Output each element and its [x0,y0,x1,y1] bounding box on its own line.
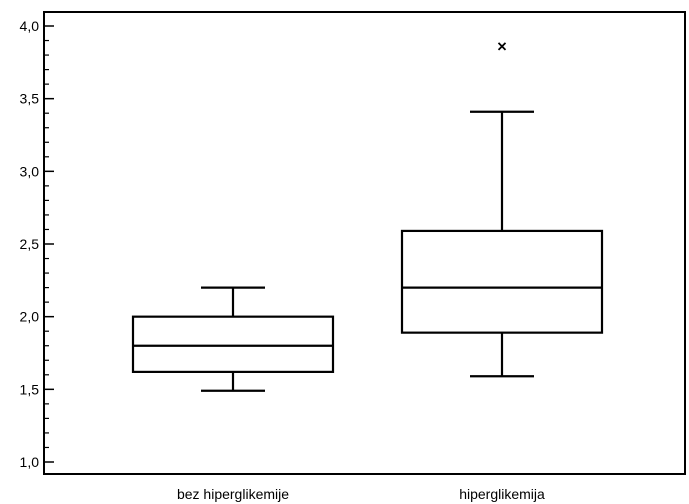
y-tick-label: 3,5 [20,91,40,107]
x-category-label: bez hiperglikemije [177,486,289,502]
y-tick-label: 1,5 [20,381,40,397]
boxes-layer [131,42,604,392]
y-tick-label: 1,0 [20,454,40,470]
y-tick-label: 4,0 [20,18,40,34]
plot-area-frame [43,11,686,475]
x-axis-labels: bez hiperglikemije hiperglikemija [177,486,545,502]
iqr-box [400,229,604,334]
box-2 [400,42,604,378]
y-tick-label: 2,0 [20,309,40,325]
iqr-box [131,315,335,373]
y-tick-label: 3,0 [20,163,40,179]
y-tick-label: 2,5 [20,236,40,252]
box-1 [131,286,335,392]
outlier-mark-stroke [497,42,507,51]
outlier-point [497,42,507,51]
y-axis: 1,0 1,5 2,0 2,5 3,0 3,5 4,0 [20,18,54,470]
x-category-label: hiperglikemija [459,486,545,502]
